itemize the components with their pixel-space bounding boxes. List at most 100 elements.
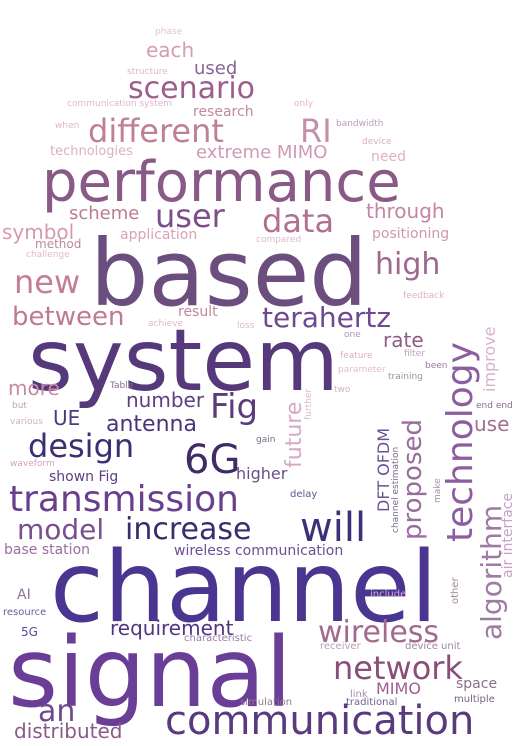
word: feedback (403, 291, 445, 301)
word: proposed (398, 419, 428, 540)
word: number (126, 388, 205, 412)
word: each (146, 38, 195, 62)
word: simulation (240, 697, 293, 708)
word: transmission (9, 479, 239, 520)
word: further (304, 388, 314, 420)
word: parameter (338, 365, 386, 375)
word: receiver (320, 641, 361, 652)
word: terahertz (262, 301, 392, 334)
word: Fig (210, 387, 259, 427)
word: channel estimation (391, 446, 401, 533)
word: training (388, 372, 423, 382)
word: different (88, 112, 224, 150)
word: positioning (372, 226, 450, 242)
word: make (433, 478, 443, 503)
word: design (28, 427, 135, 465)
word: Table (110, 381, 134, 391)
word: DFT OFDM (374, 427, 393, 512)
word: structure (127, 67, 168, 77)
word: through (366, 199, 445, 223)
word: loss (237, 321, 255, 331)
word: phase (155, 27, 183, 37)
word: scenario (128, 71, 256, 106)
word: communication (165, 698, 475, 744)
word: will (300, 505, 367, 551)
word: MIMO (376, 679, 421, 698)
word: scheme (69, 203, 140, 224)
word: more (8, 376, 60, 400)
word: between (12, 302, 125, 332)
word: increase (125, 512, 252, 547)
word: higher (236, 464, 288, 483)
word: characteristic (184, 633, 253, 644)
word: traditional (346, 697, 398, 708)
word: research (193, 104, 254, 120)
word: one (344, 330, 361, 340)
word: technology (440, 342, 481, 542)
word: but (12, 401, 27, 411)
word: end end (476, 401, 513, 411)
word: network (333, 649, 463, 687)
word: been (425, 361, 448, 371)
word: channel (50, 531, 438, 645)
word: base station (4, 542, 91, 558)
word: used (194, 58, 238, 79)
word: two (334, 385, 351, 395)
word: various (10, 417, 43, 427)
word: data (262, 202, 335, 240)
word: wireless communication (174, 543, 344, 559)
word: performance (42, 150, 401, 215)
word: UE (53, 406, 81, 430)
word: an (38, 694, 76, 729)
word: link (350, 689, 368, 700)
word: model (17, 513, 105, 546)
word: system (28, 311, 339, 411)
word: device unit (405, 641, 461, 652)
word: antenna (106, 412, 197, 437)
word: compared (256, 235, 302, 245)
word: future (282, 401, 307, 468)
word: delay (290, 489, 318, 500)
word: application (120, 227, 198, 243)
word: use (474, 412, 510, 436)
word: resource (3, 607, 47, 618)
word: based (90, 220, 368, 327)
word: 5G (21, 625, 38, 639)
word: high (375, 247, 441, 282)
word: result (178, 304, 218, 320)
word: only (294, 99, 314, 109)
word: technologies (50, 144, 133, 159)
word: 6G (184, 437, 241, 483)
word: requirement (110, 616, 234, 640)
word: space (456, 676, 498, 692)
word: challenge (26, 250, 70, 260)
word: user (155, 197, 225, 235)
word: signal (8, 617, 292, 729)
word: bandwidth (336, 119, 384, 129)
word: other (450, 577, 461, 604)
word: when (55, 121, 80, 131)
word: gain (256, 435, 276, 445)
word: need (371, 149, 406, 165)
word: achieve (148, 319, 184, 329)
word: multiple (454, 694, 495, 705)
word: AI (17, 587, 31, 603)
word: waveform (10, 459, 55, 469)
word: wireless (318, 615, 440, 650)
word: improve (480, 326, 499, 392)
word: RI (300, 112, 332, 150)
word: shown Fig (49, 469, 119, 485)
word: symbol (2, 220, 75, 244)
word: communication system (67, 99, 172, 109)
word: method (35, 237, 82, 251)
word: include (370, 589, 407, 600)
word: rate (383, 328, 424, 352)
word: filter (404, 349, 425, 359)
word: feature (340, 351, 373, 361)
word: extreme MIMO (196, 142, 328, 163)
word: new (14, 263, 81, 301)
word: device (362, 137, 392, 147)
word: air interface (500, 492, 516, 578)
word: distributed (14, 719, 123, 743)
